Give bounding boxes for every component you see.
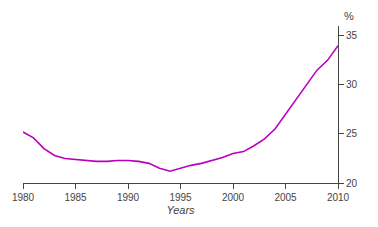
svg-text:1995: 1995 <box>169 192 192 203</box>
svg-text:%: % <box>344 10 354 22</box>
svg-text:1990: 1990 <box>117 192 140 203</box>
svg-text:2005: 2005 <box>274 192 297 203</box>
svg-text:Years: Years <box>166 204 195 216</box>
svg-text:2010: 2010 <box>327 192 350 203</box>
svg-text:35: 35 <box>346 30 358 41</box>
svg-text:30: 30 <box>346 79 358 90</box>
svg-text:1985: 1985 <box>64 192 87 203</box>
svg-text:25: 25 <box>346 128 358 139</box>
svg-text:20: 20 <box>346 178 358 189</box>
svg-text:2000: 2000 <box>222 192 245 203</box>
svg-text:1980: 1980 <box>12 192 35 203</box>
